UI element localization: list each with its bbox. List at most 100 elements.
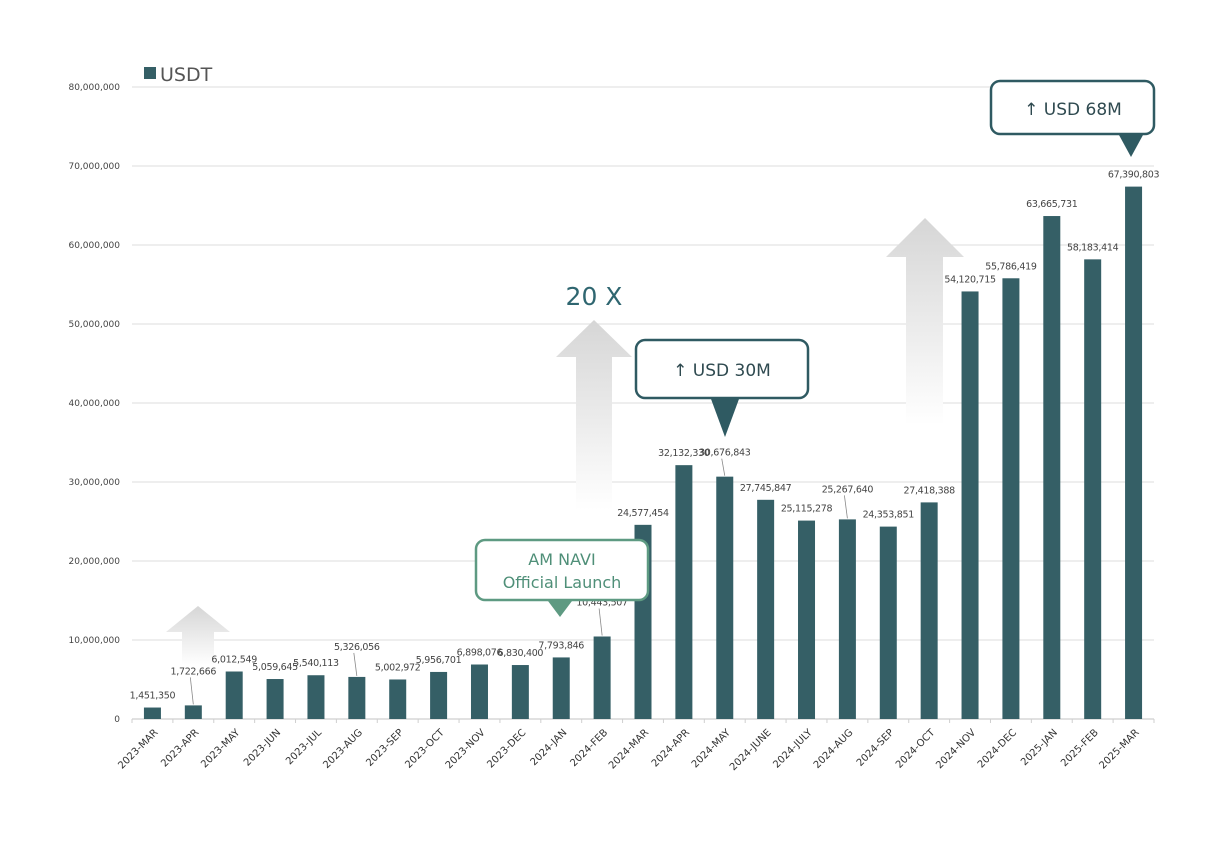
data-label: 5,540,113 <box>293 658 339 669</box>
y-tick-label: 10,000,000 <box>68 636 120 646</box>
x-category-label: 2024-NOV <box>934 727 978 771</box>
data-label: 24,577,454 <box>617 508 669 519</box>
svg-text:Official Launch: Official Launch <box>503 573 622 592</box>
data-label-leader <box>353 652 358 676</box>
data-label: 27,745,847 <box>740 483 792 494</box>
bar-2023-may <box>225 671 243 719</box>
bar-2024-jan <box>552 657 570 719</box>
y-tick-label: 80,000,000 <box>68 83 120 93</box>
bar-2024-dec <box>1002 278 1020 719</box>
bar-2023-jun <box>266 679 284 719</box>
y-tick-label: 0 <box>114 715 120 725</box>
x-category-label: 2025-MAR <box>1097 727 1141 771</box>
data-label: 5,059,645 <box>252 662 298 673</box>
bar-2023-dec <box>511 665 529 719</box>
data-label: 27,418,388 <box>903 485 955 496</box>
bar-2023-aug <box>348 676 366 719</box>
svg-text:↑ USD 30M: ↑ USD 30M <box>673 361 771 381</box>
x-category-label: 2023-JUL <box>284 727 324 767</box>
data-labels: 1,451,350 1,722,6666,012,5495,059,6455,54… <box>130 170 1160 705</box>
bar-2025-mar <box>1125 186 1143 719</box>
bar-2024-june <box>757 499 775 719</box>
data-label: 1,451,350 <box>130 691 176 702</box>
data-label: 5,002,972 <box>375 662 421 673</box>
data-label: 5,326,056 <box>334 642 380 653</box>
x-category-label: 2024-AUG <box>812 727 856 771</box>
data-label: 25,115,278 <box>781 504 833 515</box>
legend-swatch <box>144 67 156 79</box>
y-tick-label: 50,000,000 <box>68 320 120 330</box>
data-label: 24,353,851 <box>863 510 915 521</box>
x-category-label: 2024-FEB <box>569 727 611 769</box>
y-tick-label: 30,000,000 <box>68 478 120 488</box>
data-label: 55,786,419 <box>985 261 1037 272</box>
usd-68m-callout: ↑ USD 68M <box>989 79 1156 157</box>
data-label: 5,956,701 <box>416 655 462 666</box>
data-label: 63,665,731 <box>1026 199 1078 210</box>
data-label-leader <box>598 608 603 636</box>
data-label: 54,120,715 <box>944 274 996 285</box>
x-category-label: 2023-APR <box>159 727 201 769</box>
y-axis-ticks: 0 10,000,000 20,000,000 30,000,000 40,000,00… <box>68 83 120 725</box>
data-label: 67,390,803 <box>1108 170 1160 181</box>
data-label: 32,132,330 <box>658 448 710 459</box>
bar-2023-mar <box>143 707 161 719</box>
bar-2024-nov <box>961 291 979 719</box>
bar-2023-nov <box>470 664 488 719</box>
bar-2023-jul <box>307 675 325 719</box>
x-category-label: 2023-NOV <box>444 727 488 771</box>
launch-callout: AM NAVI Official Launch <box>474 538 650 617</box>
data-label: 1,722,666 <box>170 666 216 677</box>
x-category-label: 2024-APR <box>650 727 692 769</box>
svg-text:↑ USD 68M: ↑ USD 68M <box>1024 100 1122 120</box>
x-category-label: 2024-SEP <box>855 727 897 769</box>
bar-2024-sep <box>879 526 897 719</box>
growth-arrow-icon <box>166 606 230 665</box>
x-category-label: 2024-MAY <box>690 727 734 771</box>
data-label-leader <box>844 495 848 519</box>
data-label: 10,443,507 <box>576 597 628 608</box>
x-category-label: 2023-SEP <box>364 727 406 769</box>
growth-multiplier-label: 20 X <box>566 282 623 311</box>
growth-arrow-icon <box>886 218 964 425</box>
svg-text:AM NAVI: AM NAVI <box>528 550 595 569</box>
bar-2024-july <box>798 520 816 719</box>
y-tick-label: 20,000,000 <box>68 557 120 567</box>
data-label: 25,267,640 <box>822 484 874 495</box>
data-label-leader <box>189 677 194 705</box>
x-category-label: 2024-JULY <box>771 727 815 771</box>
bars <box>143 186 1143 720</box>
bar-2023-oct <box>430 671 448 719</box>
usd-30m-callout: ↑ USD 30M <box>634 338 810 437</box>
x-category-label: 2025-JAN <box>1019 727 1060 768</box>
bar-2025-feb <box>1084 259 1102 719</box>
data-label: 7,793,846 <box>538 640 584 651</box>
data-label: 6,830,400 <box>498 648 544 659</box>
bar-2024-apr <box>675 465 693 719</box>
y-tick-label: 60,000,000 <box>68 241 120 251</box>
x-category-label: 2024-JAN <box>529 727 570 768</box>
bar-2023-apr <box>184 705 202 719</box>
legend-label: USDT <box>160 64 213 86</box>
x-category-label: 2023-JUN <box>242 727 283 768</box>
bar-2024-aug <box>838 519 856 719</box>
gridlines <box>131 86 1155 723</box>
x-category-label: 2024-DEC <box>976 727 1019 770</box>
bar-2023-sep <box>389 679 407 719</box>
x-category-label: 2024-MAR <box>607 727 651 771</box>
data-label: 58,183,414 <box>1067 242 1119 253</box>
y-tick-label: 40,000,000 <box>68 399 120 409</box>
data-label: 6,898,076 <box>457 648 503 659</box>
bar-2024-may <box>716 476 734 719</box>
growth-arrow-icon <box>556 320 632 510</box>
x-category-label: 2025-FEB <box>1059 727 1101 769</box>
y-tick-label: 70,000,000 <box>68 162 120 172</box>
x-category-label: 2024-JUNE <box>728 727 774 773</box>
x-category-label: 2023-DEC <box>485 727 528 770</box>
bar-2024-feb <box>593 636 611 719</box>
x-category-label: 2024-OCT <box>894 727 938 771</box>
data-label: 6,012,549 <box>211 655 257 666</box>
bar-2025-jan <box>1043 216 1061 720</box>
